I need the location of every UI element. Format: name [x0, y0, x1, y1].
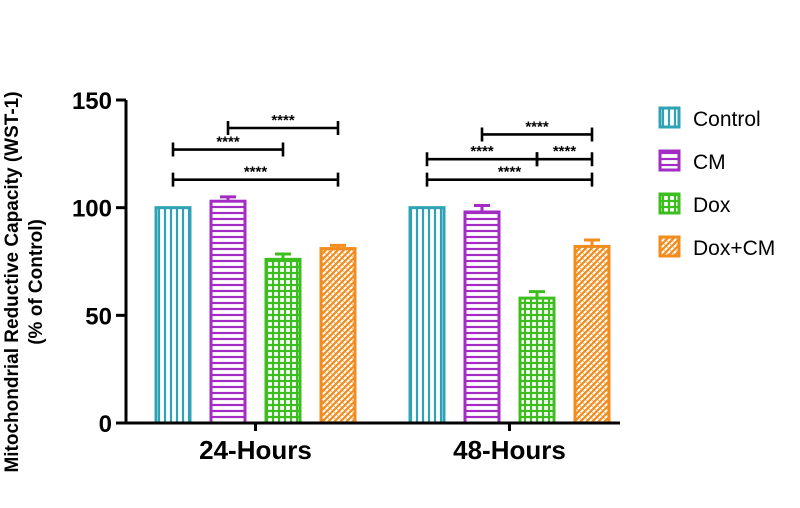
y-tick-label: 50	[85, 303, 112, 330]
bar-dox-cm-24-hours	[319, 247, 357, 425]
significance-bracket: ****	[171, 164, 340, 187]
significance-bracket: ****	[480, 118, 594, 142]
legend-swatch	[658, 192, 681, 215]
bar-dox-cm-48-hours	[573, 244, 611, 425]
legend-label: CM	[693, 151, 726, 174]
significance-label: ****	[216, 134, 240, 151]
error-bar	[584, 238, 600, 247]
error-bar	[330, 243, 346, 249]
y-axis-title: Mitochondrial Reductive Capacity (WST-1)…	[2, 91, 47, 472]
x-tick-label: 24-Hours	[199, 435, 312, 465]
legend-item-control: Control	[658, 106, 761, 131]
significance-label: ****	[498, 164, 522, 181]
significance-label: ****	[470, 143, 494, 160]
bar-dox-24-hours	[264, 257, 302, 425]
significance-bracket: ****	[425, 164, 594, 187]
significance-bracket: ****	[535, 143, 594, 167]
x-tick-label: 48-Hours	[453, 435, 566, 465]
bar-dox-48-hours	[518, 296, 556, 425]
legend-label: Dox	[693, 194, 731, 217]
error-bar	[275, 252, 291, 260]
legend-item-dox-cm: Dox+CM	[658, 235, 775, 260]
y-tick-label: 150	[72, 88, 112, 115]
legend-label: Control	[693, 108, 761, 131]
bar-cm-24-hours	[209, 199, 247, 425]
significance-label: ****	[271, 112, 295, 129]
significance-bracket: ****	[171, 134, 285, 157]
significance-label: ****	[525, 118, 549, 135]
y-tick-label: 100	[72, 196, 112, 223]
legend-swatch	[658, 149, 681, 172]
bar-cm-48-hours	[463, 210, 501, 425]
legend-item-cm: CM	[658, 149, 726, 174]
significance-label: ****	[553, 143, 577, 160]
error-bar	[529, 290, 545, 299]
y-axis-label-unit: (% of Control)	[26, 219, 47, 345]
legend-swatch	[658, 235, 681, 258]
bar-control-48-hours	[408, 206, 446, 425]
legend-label: Dox+CM	[693, 237, 775, 260]
significance-label: ****	[244, 164, 268, 181]
bar-control-24-hours	[154, 206, 192, 425]
legend-swatch	[658, 106, 681, 129]
y-tick-label: 0	[99, 411, 112, 438]
significance-bracket: ****	[226, 112, 340, 135]
error-bar	[474, 204, 490, 212]
legend-item-dox: Dox	[658, 192, 731, 217]
legend: Control CM Dox Dox+CM	[658, 106, 775, 260]
error-bar	[220, 195, 236, 202]
y-axis-label: Mitochondrial Reductive Capacity (WST-1)	[2, 91, 23, 472]
